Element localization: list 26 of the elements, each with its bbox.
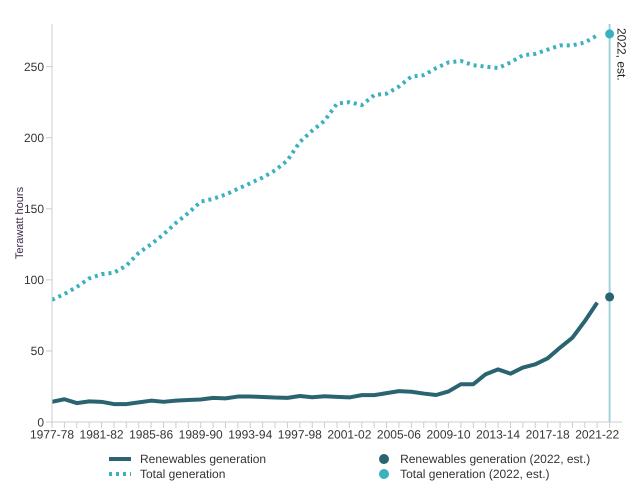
legend-label: Renewables generation <box>140 452 266 466</box>
y-axis-title: Terawatt hours <box>14 186 26 260</box>
y-tick-label: 0 <box>37 415 44 430</box>
x-tick-label: 2017-18 <box>526 428 570 442</box>
legend-label: Total generation <box>140 467 226 481</box>
x-tick-label: 1985-86 <box>129 428 174 442</box>
x-tick-label: 1993-94 <box>228 428 273 442</box>
line-series <box>52 300 600 406</box>
x-tick-label: 1997-98 <box>278 428 322 442</box>
y-tick-label: 50 <box>30 344 44 358</box>
x-tick-label: 2013-14 <box>476 428 520 442</box>
y-tick-label: 200 <box>24 130 44 145</box>
y-tick-label: 100 <box>24 273 44 288</box>
text: 2022, est. <box>614 28 629 81</box>
y-tick-label: 250 <box>24 60 44 74</box>
x-tick-label: 2009-10 <box>426 428 471 442</box>
x-tick-label: 1989-90 <box>178 428 224 442</box>
legend-label: Total generation (2022, est.) <box>400 467 550 481</box>
x-tick-label: 1977-78 <box>30 428 74 442</box>
x-tick-label: 2001-02 <box>327 428 372 442</box>
y-tick-label: 150 <box>24 202 44 216</box>
x-tick-label: 2021-22 <box>575 428 620 442</box>
line-series <box>52 33 600 302</box>
x-tick-label: 1981-82 <box>80 428 124 442</box>
legend-label: Renewables generation (2022, est.) <box>400 452 590 466</box>
x-tick-label: 2005-06 <box>376 428 422 442</box>
